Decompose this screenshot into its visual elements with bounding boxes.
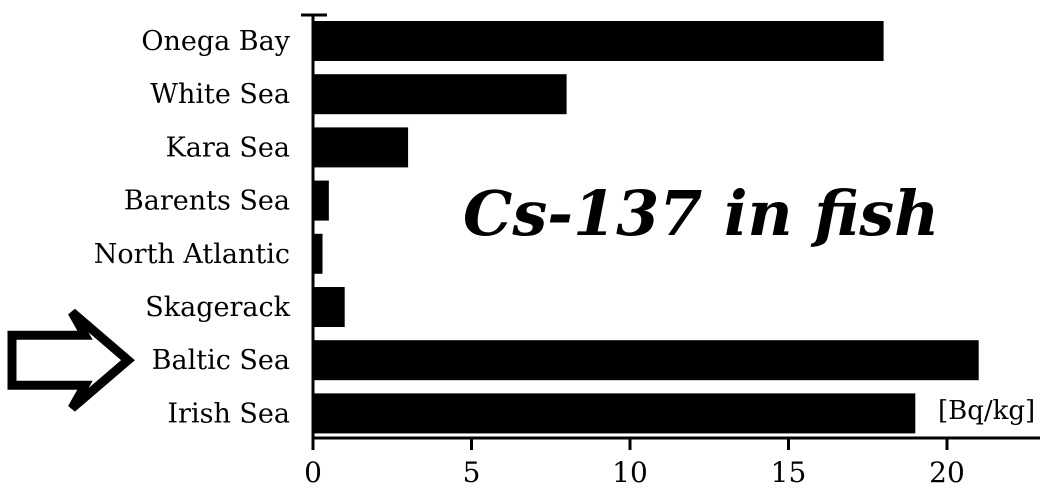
bar-skagerack	[313, 287, 345, 327]
bar-onega-bay	[313, 21, 884, 61]
bar-barents-sea	[313, 180, 329, 221]
arrow-icon	[7, 308, 135, 412]
x-axis-ticks	[311, 438, 949, 450]
arrow-shape	[7, 308, 135, 412]
category-label-barents-sea: Barents Sea	[124, 186, 290, 217]
unit-label: [Bq/kg]	[938, 396, 1035, 426]
x-tick-label-15: 15	[771, 456, 807, 489]
bar-north-atlantic	[313, 233, 323, 274]
bar-kara-sea	[313, 127, 409, 168]
bar-white-sea	[313, 74, 567, 115]
x-tick-label-10: 10	[612, 456, 648, 489]
category-label-white-sea: White Sea	[150, 79, 290, 110]
x-axis-tick-labels: 0 5 10 15 20	[304, 456, 965, 489]
category-label-baltic-sea: Baltic Sea	[152, 345, 290, 376]
x-tick-label-20: 20	[929, 456, 965, 489]
category-label-kara-sea: Kara Sea	[166, 132, 290, 163]
bar-irish-sea	[313, 393, 916, 434]
bars-group	[313, 21, 979, 434]
x-tick-label-0: 0	[304, 456, 322, 489]
category-labels: Onega Bay White Sea Kara Sea Barents Sea Nor…	[94, 26, 291, 429]
chart-title: Cs-137 in fish	[463, 177, 939, 250]
category-label-skagerack: Skagerack	[145, 292, 290, 323]
bar-baltic-sea	[313, 340, 979, 381]
category-label-irish-sea: Irish Sea	[167, 398, 290, 429]
x-tick-label-5: 5	[463, 456, 481, 489]
category-label-onega-bay: Onega Bay	[141, 26, 290, 57]
category-label-north-atlantic: North Atlantic	[94, 239, 290, 270]
